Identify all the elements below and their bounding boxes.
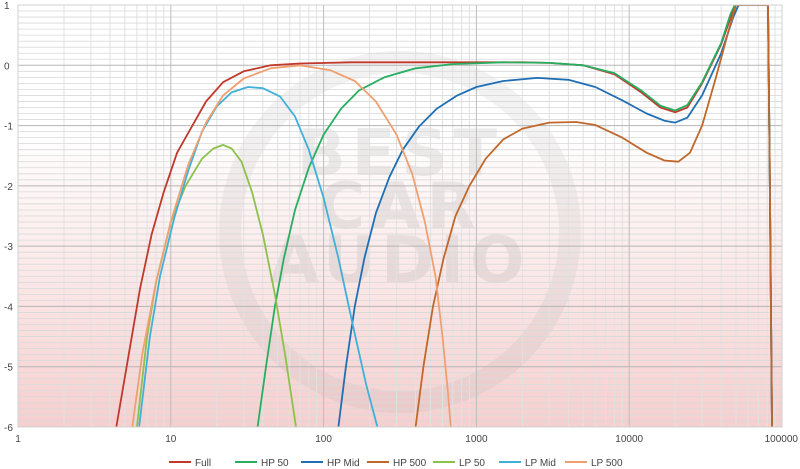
y-tick-label: -4 — [4, 302, 13, 313]
x-tick-label: 10 — [165, 434, 177, 445]
series-line-1 — [256, 5, 773, 427]
legend-label: Full — [195, 458, 211, 469]
y-tick-label: -2 — [4, 182, 13, 193]
legend-label: HP 50 — [261, 458, 289, 469]
plot-border — [17, 4, 783, 428]
legend-label: HP 500 — [393, 458, 427, 469]
legend-label: LP Mid — [525, 458, 556, 469]
legend-label: LP 50 — [459, 458, 485, 469]
series-layer — [115, 5, 773, 427]
x-tick-label: 100000 — [765, 434, 799, 445]
y-tick-label: -5 — [4, 363, 13, 374]
series-line-6 — [131, 64, 452, 427]
series-line-3 — [414, 5, 773, 427]
y-tick-label: -6 — [4, 423, 13, 434]
x-axis-labels: 1 10 100 1000 10000 100000 — [15, 434, 798, 445]
y-tick-label: -1 — [4, 122, 13, 133]
legend-label: HP Mid — [327, 458, 360, 469]
y-tick-label: -3 — [4, 242, 13, 253]
x-tick-label: 100 — [315, 434, 332, 445]
legend-label: LP 500 — [591, 458, 623, 469]
y-axis-labels: 1 0 -1 -2 -3 -4 -5 -6 — [4, 1, 13, 434]
series-line-5 — [138, 86, 379, 427]
x-tick-label: 1 — [15, 434, 21, 445]
x-tick-label: 1000 — [465, 434, 488, 445]
minor-gridlines — [18, 5, 782, 427]
legend: Full HP 50 HP Mid HP 500 LP 50 LP Mid LP 500 — [169, 458, 623, 469]
y-tick-label: 0 — [4, 61, 10, 72]
x-tick-label: 10000 — [615, 434, 643, 445]
y-tick-label: 1 — [4, 1, 10, 12]
